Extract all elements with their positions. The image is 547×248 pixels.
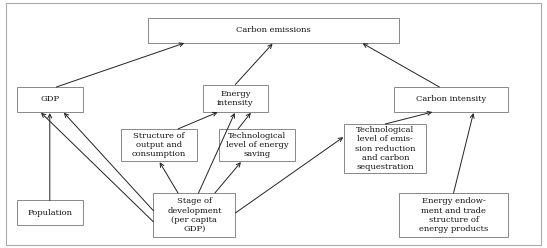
FancyBboxPatch shape bbox=[202, 85, 268, 112]
FancyBboxPatch shape bbox=[17, 200, 83, 225]
Text: Carbon intensity: Carbon intensity bbox=[416, 95, 486, 103]
Text: Stage of
development
(per capita
GDP): Stage of development (per capita GDP) bbox=[167, 197, 222, 233]
FancyBboxPatch shape bbox=[399, 193, 508, 237]
Text: Structure of
output and
consumption: Structure of output and consumption bbox=[132, 132, 186, 158]
FancyBboxPatch shape bbox=[345, 124, 426, 173]
Text: Energy endow-
ment and trade
structure of
energy products: Energy endow- ment and trade structure o… bbox=[419, 197, 488, 233]
Text: Energy
intensity: Energy intensity bbox=[217, 90, 254, 107]
FancyBboxPatch shape bbox=[154, 193, 235, 237]
FancyBboxPatch shape bbox=[148, 18, 399, 43]
Text: Technological
level of energy
saving: Technological level of energy saving bbox=[226, 132, 288, 158]
Text: GDP: GDP bbox=[40, 95, 60, 103]
FancyBboxPatch shape bbox=[6, 3, 541, 245]
FancyBboxPatch shape bbox=[393, 87, 508, 112]
Text: Technological
level of emis-
sion reduction
and carbon
sequestration: Technological level of emis- sion reduct… bbox=[355, 126, 416, 171]
FancyBboxPatch shape bbox=[17, 87, 83, 112]
Text: Population: Population bbox=[27, 209, 72, 217]
FancyBboxPatch shape bbox=[121, 129, 197, 161]
FancyBboxPatch shape bbox=[219, 129, 295, 161]
Text: Carbon emissions: Carbon emissions bbox=[236, 26, 311, 34]
